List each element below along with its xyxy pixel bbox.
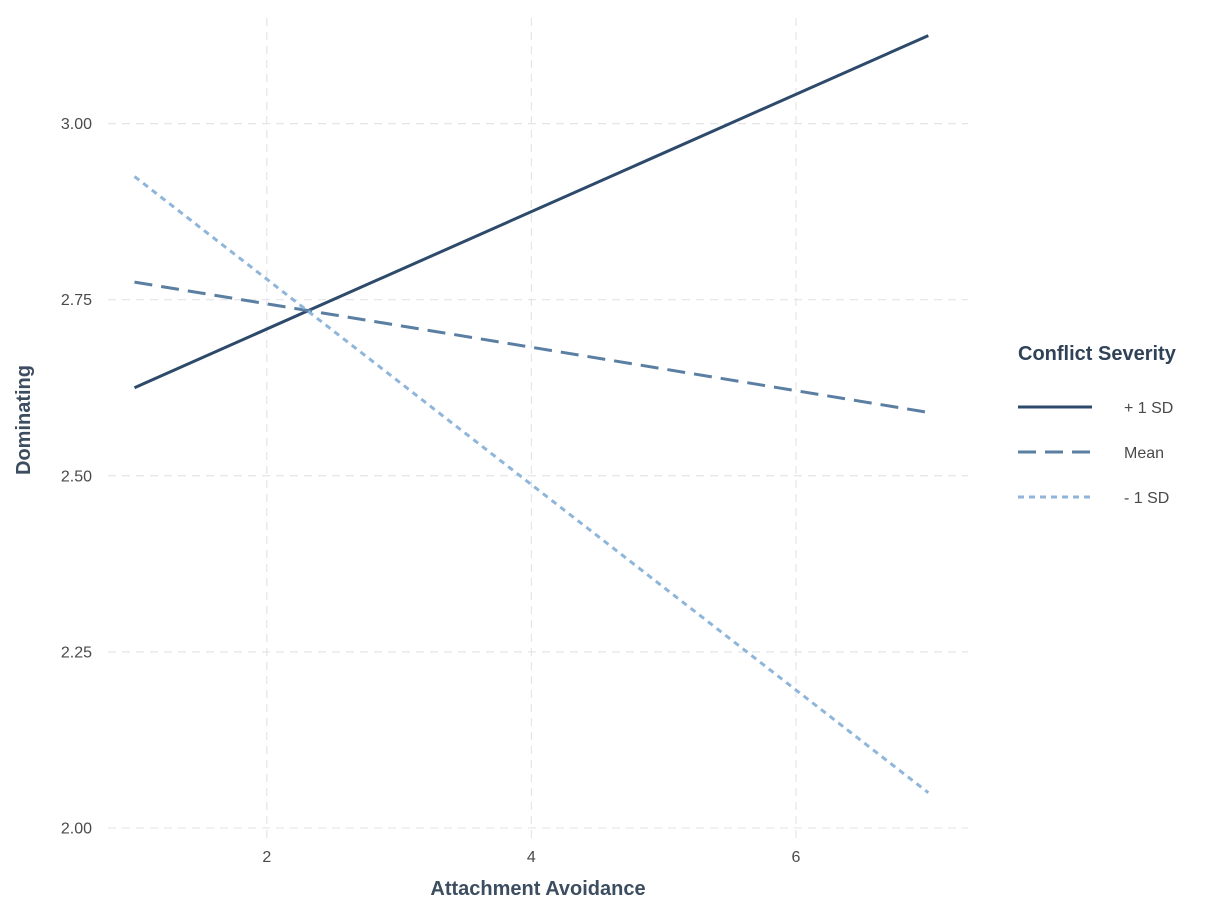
series-line-1-sd — [133, 175, 930, 794]
legend-items: + 1 SD Mean - 1 SD — [1018, 400, 1173, 507]
x-tick-label: 4 — [527, 849, 536, 866]
legend-label: - 1 SD — [1124, 490, 1169, 507]
y-tick-label: 2.50 — [61, 468, 92, 485]
y-tick-label: 3.00 — [61, 116, 92, 133]
series-lines — [133, 34, 930, 794]
grid — [108, 18, 968, 842]
x-tick-label: 2 — [262, 849, 271, 866]
x-tick-label: 6 — [792, 849, 801, 866]
legend: Conflict Severity + 1 SD Mean - 1 SD — [1018, 343, 1177, 507]
y-tick-label: 2.00 — [61, 820, 92, 837]
y-tick-label: 2.25 — [61, 644, 92, 661]
tick-labels: 2 4 6 2.00 2.25 2.50 2.75 3.00 — [61, 116, 801, 866]
series-line-1-sd — [133, 34, 929, 390]
y-tick-label: 2.75 — [61, 292, 92, 309]
y-axis-title: Dominating — [13, 365, 35, 475]
legend-title: Conflict Severity — [1018, 343, 1177, 365]
legend-label: + 1 SD — [1124, 400, 1173, 417]
legend-label: Mean — [1124, 445, 1164, 462]
x-axis-title: Attachment Avoidance — [430, 878, 645, 900]
